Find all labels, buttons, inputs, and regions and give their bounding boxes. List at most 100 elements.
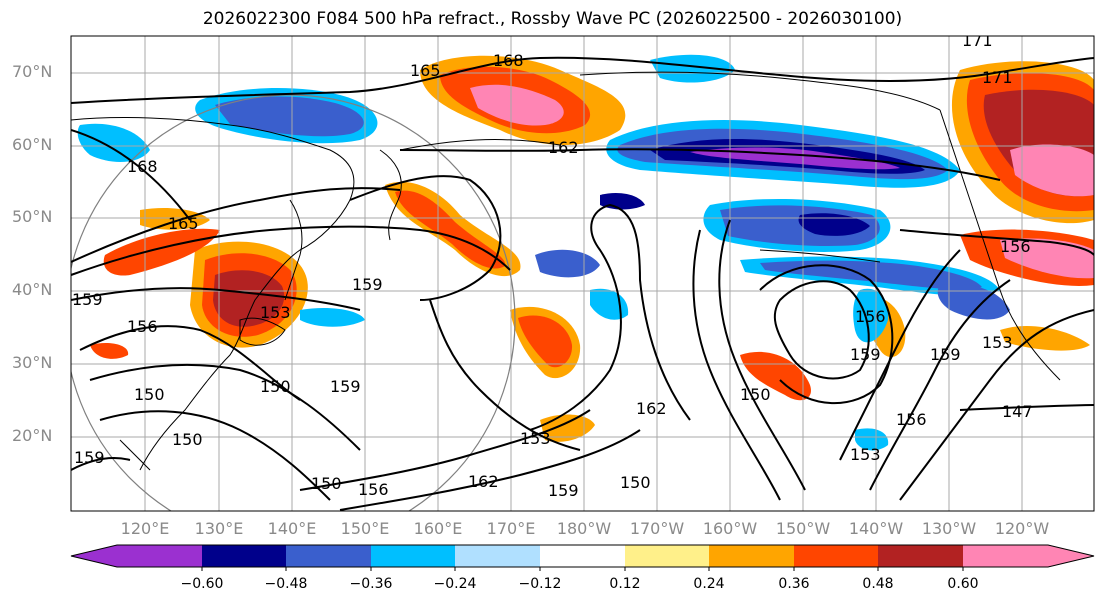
negative-anomaly-region xyxy=(760,260,982,290)
colorbar-segment xyxy=(117,545,202,567)
lon-label: 160°E xyxy=(413,519,463,538)
lon-label: 120°W xyxy=(994,519,1050,538)
contour-label-group: 168 165 168 171 171 162 165 159 159 153 … xyxy=(72,31,1033,500)
contour-label: 159 xyxy=(74,448,105,467)
colorbar-segment xyxy=(709,545,794,567)
positive-anomaly-region xyxy=(518,315,573,368)
colorbar-segment xyxy=(794,545,878,567)
range-circle xyxy=(71,94,516,511)
contour-label: 159 xyxy=(850,345,881,364)
positive-anomaly-region xyxy=(90,343,129,359)
contour-label: 150 xyxy=(134,385,165,404)
contour-label: 153 xyxy=(982,333,1013,352)
graticule xyxy=(71,36,1094,511)
colorbar-tick-label: 0.12 xyxy=(609,576,641,592)
contour-label: 159 xyxy=(930,345,961,364)
colorbar-extend-low xyxy=(71,545,117,567)
contour-label: 162 xyxy=(636,399,667,418)
colorbar-tick-label: 0.24 xyxy=(693,576,725,592)
contour-label: 150 xyxy=(740,385,771,404)
contour-label: 156 xyxy=(896,410,927,429)
lon-label: 140°W xyxy=(848,519,904,538)
contour-label: 150 xyxy=(172,430,203,449)
contour-label: 153 xyxy=(850,445,881,464)
lon-label: 170°W xyxy=(629,519,685,538)
colorbar-extend-high xyxy=(1048,545,1094,567)
lon-label: 130°W xyxy=(921,519,977,538)
contour-label: 150 xyxy=(260,377,291,396)
positive-anomaly-region xyxy=(395,190,506,269)
contour-label: 168 xyxy=(493,51,524,70)
positive-anomaly-region xyxy=(470,84,564,126)
plot-frame xyxy=(70,35,1095,512)
lat-label: 20°N xyxy=(12,426,53,445)
negative-anomaly-region xyxy=(300,308,365,327)
contour-label: 168 xyxy=(127,157,158,176)
contour-label: 159 xyxy=(330,377,361,396)
colorbar-tick-label: −0.36 xyxy=(349,576,393,592)
contour-label: 165 xyxy=(168,214,199,233)
contour-label: 150 xyxy=(311,474,342,493)
contour-label: 159 xyxy=(548,481,579,500)
colorbar-segment xyxy=(878,545,963,567)
negative-anomaly-region xyxy=(600,193,645,210)
contour-label: 162 xyxy=(468,472,499,491)
contour-label: 156 xyxy=(855,307,886,326)
contour-label: 147 xyxy=(1002,402,1033,421)
colorbar-tick-label: 0.36 xyxy=(778,576,810,592)
map-title: 2026022300 F084 500 hPa refract., Rossby… xyxy=(202,9,903,29)
colorbar-segment xyxy=(202,545,286,567)
contour-label: 165 xyxy=(410,61,441,80)
contour-label: 171 xyxy=(962,31,993,50)
negative-anomaly-region xyxy=(590,288,629,320)
contour-label: 156 xyxy=(127,317,158,336)
colorbar-segment xyxy=(455,545,540,567)
colorbar-tick-label: −0.24 xyxy=(433,576,477,592)
coastlines xyxy=(71,71,1061,471)
colorbar-segment xyxy=(625,545,709,567)
contour-label: 171 xyxy=(982,68,1013,87)
lon-label: 170°E xyxy=(486,519,536,538)
colorbar-segment xyxy=(371,545,455,567)
contour-label: 156 xyxy=(1000,237,1031,256)
contour-label: 150 xyxy=(620,473,651,492)
positive-anomaly-region xyxy=(1010,144,1094,197)
contour-label: 156 xyxy=(358,480,389,499)
lon-label: 140°E xyxy=(267,519,317,538)
lon-label: 120°E xyxy=(120,519,170,538)
colorbar-segment xyxy=(286,545,371,567)
positive-anomaly-region xyxy=(540,414,595,442)
lat-label: 60°N xyxy=(12,135,53,154)
lat-label: 40°N xyxy=(12,280,53,299)
contour-label: 153 xyxy=(260,303,291,322)
contour-label: 153 xyxy=(520,429,551,448)
positive-anomaly-region xyxy=(1000,238,1094,279)
colorbar-tick-label: 0.48 xyxy=(862,576,894,592)
colorbar-tick-label: −0.60 xyxy=(180,576,224,592)
colorbar-tick-label: −0.48 xyxy=(264,576,308,592)
negative-anomaly-region xyxy=(855,428,889,451)
contour-label: 159 xyxy=(352,275,383,294)
colorbar-tick-label: −0.12 xyxy=(518,576,562,592)
contour-label: 162 xyxy=(548,138,579,157)
lon-label: 150°E xyxy=(340,519,390,538)
negative-anomaly-region xyxy=(650,54,735,83)
lat-label: 70°N xyxy=(12,62,53,81)
lat-label: 50°N xyxy=(12,207,53,226)
negative-anomaly-region xyxy=(77,123,150,162)
negative-anomaly-region xyxy=(853,288,889,343)
lat-label: 30°N xyxy=(12,353,53,372)
lon-label: 150°W xyxy=(775,519,831,538)
colorbar xyxy=(70,544,1095,571)
colorbar-outline xyxy=(70,544,1095,568)
negative-anomaly-region xyxy=(690,147,900,170)
negative-anomaly-region xyxy=(215,96,364,137)
positive-anomaly-region xyxy=(140,208,210,230)
contour-lines xyxy=(71,56,1094,511)
colorbar-segment xyxy=(963,545,1048,567)
lon-label: 130°E xyxy=(194,519,244,538)
colorbar-segment xyxy=(540,545,625,567)
lon-label: 160°W xyxy=(702,519,758,538)
colorbar-tick-label: 0.60 xyxy=(947,576,979,592)
